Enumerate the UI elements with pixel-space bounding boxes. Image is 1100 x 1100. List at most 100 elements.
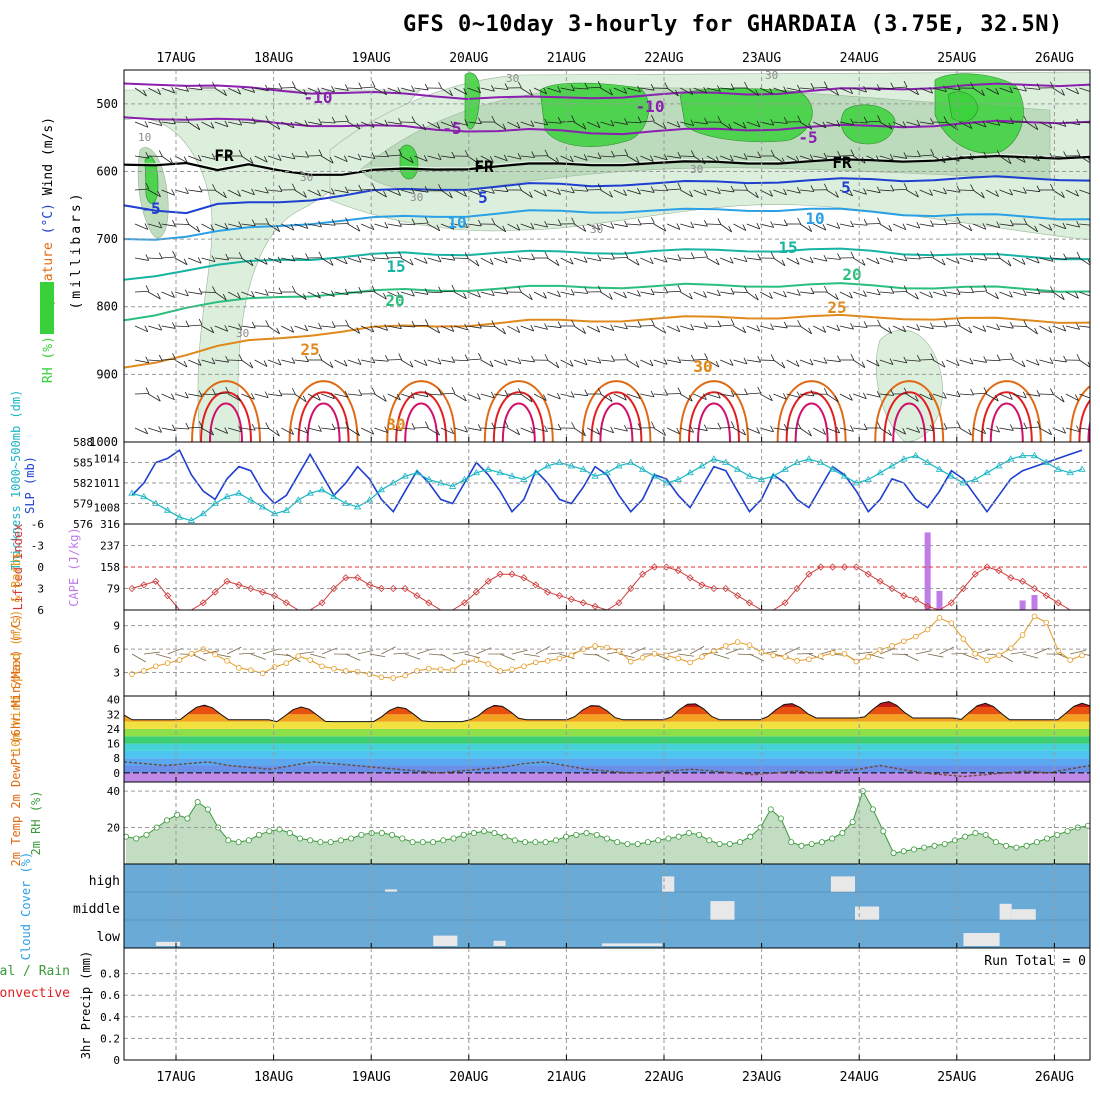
wind-barb-flag	[688, 395, 693, 402]
cape-bar	[936, 590, 943, 610]
wind-barb-flag	[728, 123, 733, 131]
wind-barb	[454, 359, 469, 362]
wind-barb-flag	[477, 322, 482, 329]
wind-barb-flag	[503, 359, 508, 366]
rh-panel	[124, 788, 1090, 864]
wind-barb	[720, 324, 735, 327]
wind-barb	[520, 291, 533, 301]
rh-tick-label: 40	[107, 785, 120, 798]
wind-barb-flag	[224, 427, 229, 434]
wind-barb-flag	[664, 82, 669, 89]
wind-barb-flag	[302, 293, 307, 300]
surface-wind-barb	[666, 649, 682, 655]
temp-color-band	[124, 765, 1090, 773]
wind-speed-marker	[164, 660, 171, 666]
wind-barb	[773, 291, 787, 298]
wind-barb	[334, 359, 348, 367]
wind-barb-flag	[169, 157, 174, 165]
wind-barb	[1079, 189, 1090, 195]
wind-barb-flag	[185, 116, 190, 123]
wind-barb	[387, 121, 402, 125]
thickness-tick-label: 579	[73, 498, 93, 511]
rh-marker	[307, 837, 314, 844]
rh-marker	[225, 837, 232, 844]
wind-barb-flag	[223, 89, 227, 96]
thickness-marker	[840, 472, 849, 479]
wind-barb	[414, 155, 428, 162]
wind-barb	[666, 121, 681, 128]
wind-barb	[693, 223, 708, 227]
date-label-bottom: 24AUG	[840, 1070, 879, 1085]
wind-barb	[533, 121, 548, 126]
wind-speed-marker	[794, 658, 800, 664]
thickness-marker	[496, 468, 504, 476]
wind-barb-flag	[305, 253, 309, 260]
wind-barb	[201, 359, 216, 365]
wind-barb	[866, 87, 881, 91]
wind-barb	[627, 223, 642, 226]
wind-barb-flag	[730, 390, 735, 397]
wind-barb	[161, 291, 175, 298]
wind-barb	[161, 121, 176, 125]
wind-barb-flag	[571, 115, 575, 122]
wind-barb	[613, 121, 628, 125]
wind-barb-flag	[941, 156, 946, 163]
wind-barb-flag	[743, 153, 748, 160]
wind-barb	[427, 427, 440, 436]
rh-marker	[522, 839, 529, 846]
wind-barb-flag	[623, 393, 627, 401]
isotherm-label: 25	[300, 340, 319, 359]
wind-barb-flag	[1050, 183, 1054, 191]
wind-barb	[759, 291, 773, 299]
date-label-top: 19AUG	[352, 51, 391, 66]
wind-barb	[414, 393, 429, 398]
wind-barb	[214, 325, 228, 332]
wind-barb-flag	[451, 356, 456, 363]
lifted-index-marker	[164, 592, 172, 600]
wind-barb	[1079, 257, 1090, 266]
date-label-top: 21AUG	[547, 51, 586, 66]
cloud-panel	[124, 864, 1090, 948]
wind-barb-flag	[504, 390, 509, 397]
wind-speed-marker	[829, 650, 836, 656]
wind-barb-flag	[968, 224, 973, 231]
wind-barb	[227, 427, 242, 433]
wind-barb	[547, 189, 561, 195]
rh-marker	[798, 842, 805, 849]
wind-barb-flag	[823, 388, 828, 395]
wind-barb-flag	[451, 284, 456, 292]
wind-barb	[653, 393, 668, 396]
lifted-index-tick-label: 6	[37, 604, 44, 617]
wind-barb-flag	[145, 152, 150, 159]
wind-barb-flag	[449, 191, 453, 199]
wind-barb-flag	[783, 290, 787, 298]
wind-barb-flag	[850, 118, 855, 125]
wind-barb-flag	[144, 325, 149, 332]
date-label-bottom: 23AUG	[742, 1070, 781, 1085]
wind-barb-flag	[969, 357, 974, 365]
isotherm-label: FR	[214, 146, 234, 165]
cloud-segment	[156, 941, 181, 946]
wind-barb-flag	[1036, 83, 1041, 90]
wind-barb	[999, 121, 1014, 125]
wind-barb	[706, 359, 720, 368]
wind-barb-flag	[263, 258, 268, 265]
wind-speed-marker	[544, 658, 551, 664]
wind-barb-flag	[743, 357, 748, 365]
wind-barb	[507, 155, 522, 160]
wind-barb	[906, 257, 921, 260]
wind-barb	[626, 291, 641, 297]
wind-barb-flag	[795, 155, 800, 163]
rh-marker	[675, 833, 682, 840]
wind-barb-flag	[649, 359, 654, 367]
wind-barb	[241, 87, 255, 93]
wind-barb	[214, 257, 229, 261]
wind-barb	[892, 223, 907, 231]
rh-label: 30	[690, 163, 703, 176]
wind-barb	[214, 121, 229, 128]
wind-barb-flag	[1060, 395, 1065, 403]
wind-barb-flag	[956, 186, 961, 193]
frames	[123, 69, 1091, 1061]
rh-marker	[348, 835, 355, 842]
wind-barb	[201, 257, 216, 263]
